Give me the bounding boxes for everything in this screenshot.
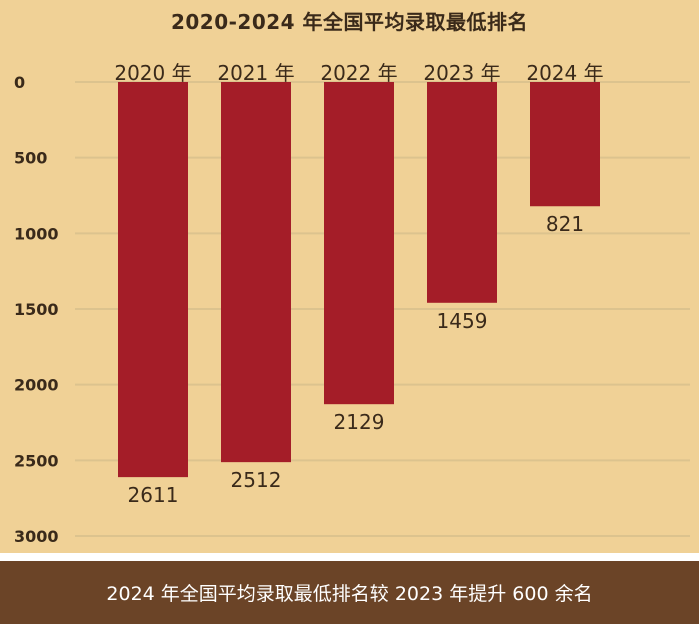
y-tick-label: 500	[14, 149, 47, 168]
y-tick-label: 1500	[14, 300, 59, 319]
footer-caption: 2024 年全国平均录取最低排名较 2023 年提升 600 余名	[0, 561, 699, 624]
data-label: 2512	[231, 468, 282, 492]
y-tick-label: 1000	[14, 224, 59, 243]
bar	[530, 82, 600, 207]
bar	[427, 82, 497, 303]
bar	[118, 82, 188, 478]
labels: 0 500 1000 1500 2000 2500 3000 2020 年 2611 2021 年…	[14, 61, 604, 546]
bar	[221, 82, 291, 463]
x-tick-label: 2024 年	[526, 61, 603, 85]
y-tick-label: 3000	[14, 527, 59, 546]
y-tick-label: 0	[14, 73, 25, 92]
data-label: 821	[546, 212, 584, 236]
x-tick-label: 2023 年	[423, 61, 500, 85]
data-label: 2129	[334, 410, 385, 434]
bar	[324, 82, 394, 405]
data-label: 1459	[437, 309, 488, 333]
y-tick-label: 2500	[14, 451, 59, 470]
x-tick-label: 2022 年	[320, 61, 397, 85]
x-tick-label: 2020 年	[114, 61, 191, 85]
y-tick-label: 2000	[14, 376, 59, 395]
x-tick-label: 2021 年	[217, 61, 294, 85]
chart-title: 2020-2024 年全国平均录取最低排名	[170, 10, 529, 34]
bars	[118, 82, 600, 478]
data-label: 2611	[128, 483, 179, 507]
bar-chart: 0 500 1000 1500 2000 2500 3000 2020 年 2611 2021 年…	[14, 61, 690, 546]
